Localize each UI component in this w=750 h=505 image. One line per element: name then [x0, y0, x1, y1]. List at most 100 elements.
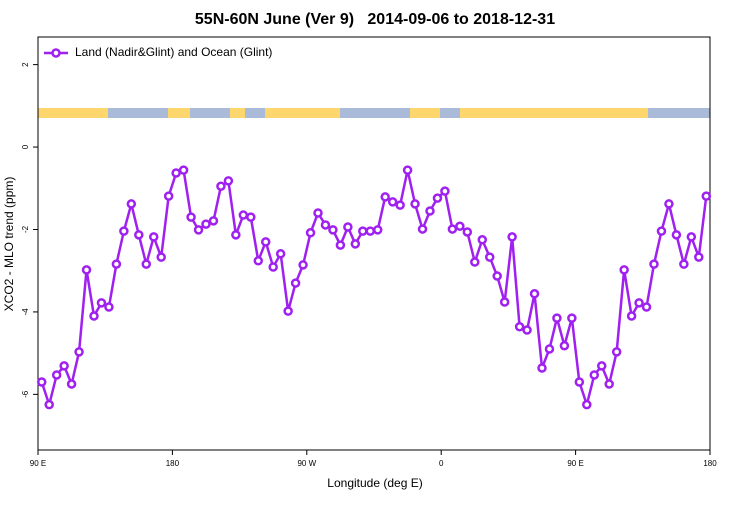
point — [507, 232, 517, 242]
point — [641, 302, 652, 312]
point — [440, 186, 450, 196]
point — [589, 370, 600, 380]
point — [604, 379, 614, 389]
point — [231, 230, 241, 240]
point — [156, 252, 166, 262]
point — [328, 225, 338, 235]
y-tick-label: -6 — [21, 390, 30, 398]
point — [313, 208, 323, 218]
point — [253, 256, 264, 266]
point — [178, 165, 189, 175]
point — [425, 206, 435, 216]
point — [201, 219, 211, 229]
point — [649, 259, 659, 269]
point — [238, 210, 249, 220]
point — [455, 221, 465, 231]
series-line — [40, 168, 708, 410]
point — [529, 289, 540, 299]
point — [372, 225, 383, 235]
y-tick-label: 2 — [21, 62, 30, 67]
point — [522, 325, 532, 335]
point — [260, 237, 271, 247]
point — [432, 193, 443, 203]
point — [81, 265, 92, 275]
point — [686, 232, 697, 242]
point — [44, 399, 54, 410]
legend-label: Land (Nadir&Glint) and Ocean (Glint) — [75, 45, 272, 59]
point — [74, 347, 84, 357]
point — [484, 252, 495, 262]
point — [679, 259, 689, 269]
map-strip — [38, 108, 710, 118]
point — [537, 363, 547, 373]
point — [582, 399, 592, 410]
x-tick-label: 90 E — [30, 459, 46, 468]
point — [626, 311, 637, 321]
point — [387, 197, 398, 207]
point — [417, 224, 428, 234]
point — [186, 212, 196, 222]
point — [574, 377, 585, 387]
point — [171, 168, 181, 178]
y-tick-label: -2 — [21, 225, 30, 233]
point — [298, 260, 308, 270]
x-tick-label: 90 W — [297, 459, 316, 468]
point — [447, 224, 458, 234]
x-tick-label: 180 — [703, 459, 717, 468]
point — [544, 344, 555, 354]
point — [499, 297, 510, 307]
point — [275, 249, 286, 259]
point — [596, 361, 607, 371]
point — [193, 225, 204, 235]
point — [492, 271, 502, 281]
point — [96, 298, 107, 308]
point — [283, 306, 293, 316]
point — [246, 212, 256, 222]
point — [671, 230, 682, 240]
point — [567, 313, 577, 323]
x-axis-label: Longitude (deg E) — [327, 476, 422, 490]
point — [365, 226, 376, 236]
point — [619, 265, 629, 275]
y-tick-label: -4 — [21, 308, 30, 316]
point — [89, 311, 99, 321]
point — [268, 262, 278, 272]
point — [163, 191, 174, 201]
point — [223, 176, 234, 186]
point — [104, 302, 114, 312]
point — [380, 192, 390, 202]
point — [216, 181, 226, 191]
point — [350, 239, 361, 249]
point — [51, 370, 62, 380]
point — [552, 313, 562, 323]
point — [126, 199, 137, 209]
y-tick-label: 0 — [21, 144, 30, 149]
plot-frame — [37, 36, 711, 451]
x-tick-label: 180 — [166, 459, 180, 468]
point — [611, 347, 622, 357]
point — [470, 257, 480, 267]
point — [335, 240, 346, 250]
point — [694, 252, 704, 262]
point — [358, 226, 368, 236]
point — [402, 165, 413, 175]
point — [290, 278, 301, 288]
point — [66, 379, 77, 389]
chart-title: 55N-60N June (Ver 9) 2014-09-06 to 2018-… — [195, 11, 555, 28]
point — [634, 298, 644, 308]
point — [119, 226, 129, 236]
point — [36, 377, 47, 387]
point — [148, 232, 159, 242]
point — [305, 228, 316, 238]
point — [514, 322, 525, 332]
point — [59, 361, 69, 371]
legend-marker — [51, 48, 61, 58]
point — [343, 222, 353, 232]
point — [656, 226, 667, 236]
point — [208, 216, 219, 226]
point — [395, 200, 405, 210]
point — [664, 199, 674, 209]
point — [111, 259, 122, 269]
x-tick-label: 90 E — [567, 459, 583, 468]
